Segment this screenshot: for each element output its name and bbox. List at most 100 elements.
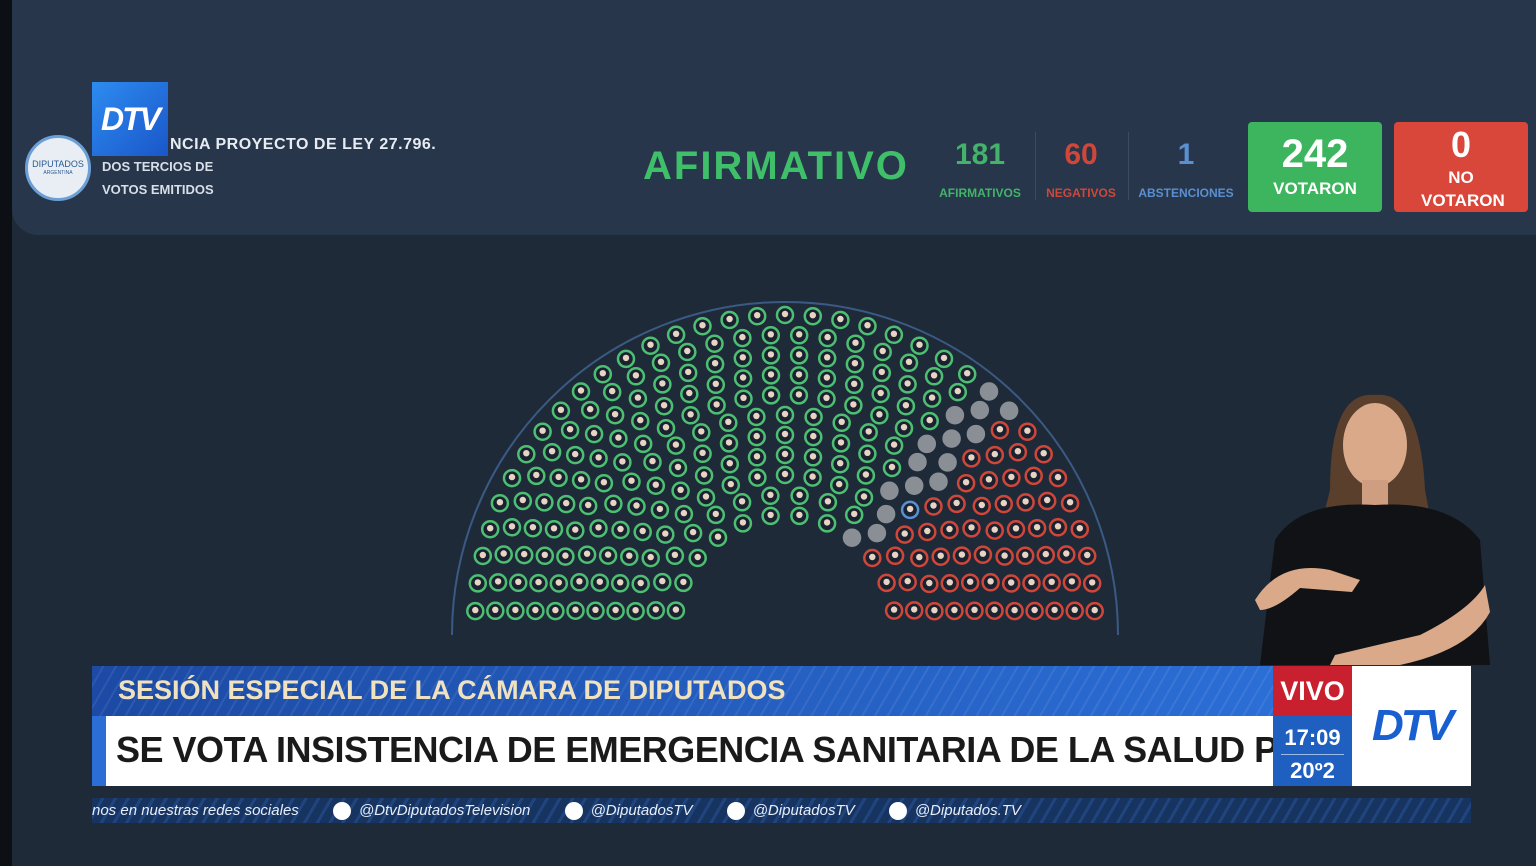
seat-face <box>739 354 746 361</box>
seat-face <box>671 551 679 558</box>
seat-face <box>738 498 746 505</box>
seat-face <box>1068 578 1076 585</box>
seat <box>490 493 510 513</box>
seat <box>514 545 534 565</box>
seat-face <box>1071 606 1078 613</box>
seat-face <box>911 606 918 613</box>
seat <box>666 325 686 345</box>
seat <box>931 547 950 566</box>
seat-face <box>979 550 987 557</box>
dtv-logo: DTV <box>92 82 168 156</box>
seat-face <box>622 354 630 362</box>
seat-face <box>521 550 528 558</box>
seat <box>854 488 874 507</box>
seat <box>643 452 662 472</box>
seat <box>566 601 585 620</box>
handle: @Diputados.TV <box>914 802 1021 819</box>
seat <box>947 494 966 514</box>
seat <box>904 601 924 620</box>
seat-face <box>637 579 644 587</box>
seat <box>631 574 650 594</box>
seal: DIPUTADOS ARGENTINA <box>25 135 91 201</box>
seat-ring <box>979 382 999 401</box>
seat-face <box>904 380 911 387</box>
seat <box>1082 574 1102 593</box>
seat <box>633 522 652 542</box>
seat-face <box>916 341 923 348</box>
result: AFIRMATIVO <box>643 144 909 188</box>
seat <box>1062 573 1082 592</box>
seat-face <box>659 380 666 387</box>
seat-face <box>767 391 775 398</box>
seat <box>979 471 999 490</box>
seat-face <box>1076 525 1084 532</box>
tally-abstenciones: 1 ABSTENCIONES <box>1131 138 1241 200</box>
seat <box>999 401 1019 421</box>
seat-face <box>649 457 656 465</box>
seat <box>466 601 485 621</box>
seat <box>817 369 837 388</box>
seat-face <box>767 491 774 498</box>
seat-face <box>515 578 522 585</box>
count-label: NO VOTARON <box>1421 168 1505 210</box>
seat <box>656 418 676 438</box>
seat <box>535 546 555 566</box>
seat <box>845 354 865 374</box>
seat-face <box>753 412 760 420</box>
seat <box>804 407 823 427</box>
seat-face <box>824 354 831 361</box>
seat-face <box>727 480 734 488</box>
seat <box>910 548 929 568</box>
seat <box>790 486 809 506</box>
seat <box>938 453 957 472</box>
seat-face <box>639 527 646 535</box>
seat <box>747 448 767 467</box>
seat <box>920 574 939 594</box>
seat-face <box>851 380 858 387</box>
seat-face <box>714 533 722 540</box>
seat <box>688 548 707 568</box>
seat-face <box>632 372 640 379</box>
seat <box>747 306 767 326</box>
seat-face <box>1033 524 1041 531</box>
seat-face <box>809 453 817 460</box>
seat <box>683 523 703 543</box>
seat-face <box>572 526 579 533</box>
seat-face <box>702 493 710 500</box>
seat <box>979 382 999 401</box>
count: 181 <box>954 138 1006 171</box>
seat-face <box>987 578 994 585</box>
seat <box>922 389 942 408</box>
seat-face <box>725 439 733 446</box>
seat <box>829 475 849 495</box>
tally-afirmativos: 181 AFIRMATIVOS <box>925 138 1035 200</box>
seat <box>650 500 670 520</box>
seat-face <box>781 430 789 438</box>
seat-face <box>809 473 816 480</box>
seat <box>994 494 1014 514</box>
seat-face <box>686 389 693 397</box>
seat-face <box>541 498 548 505</box>
seat <box>720 310 739 330</box>
count-label: NEGATIVOS <box>1046 186 1116 200</box>
seat <box>818 493 838 512</box>
seat-ring <box>970 400 990 420</box>
seat <box>705 334 724 353</box>
seat <box>898 375 917 394</box>
seat-face <box>652 606 659 613</box>
seat-face <box>740 394 747 401</box>
seat-face <box>823 394 830 401</box>
seat-face <box>838 418 845 425</box>
seat <box>818 328 837 348</box>
seat <box>1018 422 1037 441</box>
seat <box>560 420 580 440</box>
seat <box>506 601 525 621</box>
seat-face <box>931 607 938 614</box>
seat <box>1042 573 1061 593</box>
seat <box>965 601 984 621</box>
seat-face <box>926 416 933 424</box>
band-edge <box>92 716 106 786</box>
seat-ring <box>917 434 937 454</box>
ticker-item: @DtvDiputadosTelevision <box>332 798 530 823</box>
